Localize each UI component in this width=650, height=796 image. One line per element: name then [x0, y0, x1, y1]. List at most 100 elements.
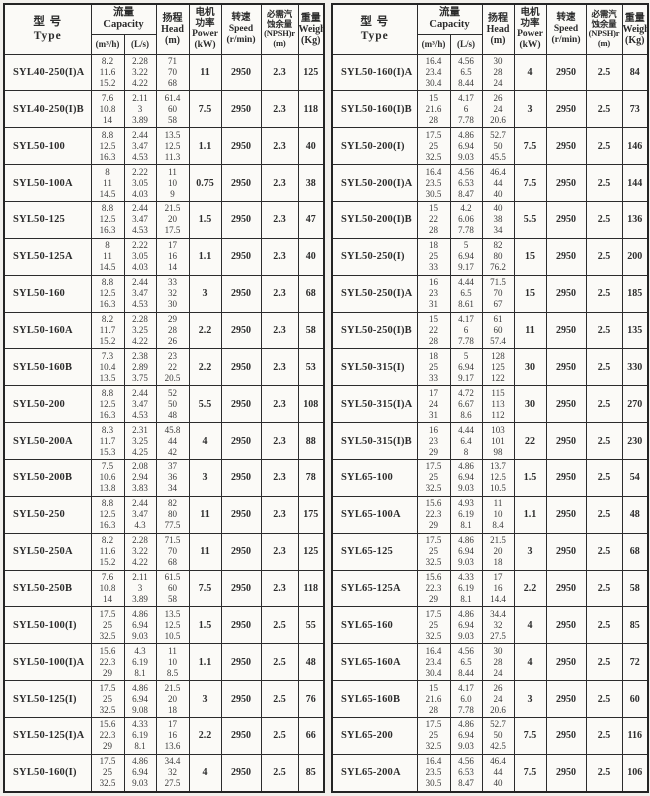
head-cell: 45.8 44 42 — [155, 422, 190, 460]
speed-cell: 2950 — [220, 680, 262, 718]
table-row: SYL50-250B 7.6 10.8 14 2.11 3 3.89 61.5 60 … — [3, 569, 325, 608]
npsh-cell: 2.5 — [585, 716, 623, 755]
head-cell: 52.7 50 42.5 — [481, 716, 515, 755]
capacity-m3h-cell: 8.8 12.5 16.3 — [90, 495, 125, 534]
pump-spec-table-left: 型 号 Type 流量 Capacity 扬程 Head (m) 电机 功率 P… — [3, 3, 325, 793]
speed-cell: 2950 — [545, 569, 587, 608]
capacity-m3h-cell: 7.6 10.8 14 — [90, 90, 125, 129]
type-cell: SYL50-250(I)A — [331, 274, 418, 313]
table-row: SYL50-100(I) 17.5 25 32.5 4.86 6.94 9.03 13… — [3, 606, 325, 645]
power-cell: 3 — [513, 90, 547, 129]
speed-cell: 2950 — [220, 643, 262, 682]
capacity-m3h-cell: 17 24 31 — [416, 385, 451, 424]
npsh-cell: 2.5 — [585, 90, 623, 129]
speed-cell: 2950 — [545, 127, 587, 166]
type-cell: SYL50-160B — [3, 348, 92, 387]
capacity-m3h-cell: 8 11 14.5 — [90, 164, 125, 202]
table-row: SYL50-200(I)B 15 22 28 4.2 6.06 7.78 40 38 … — [331, 200, 649, 239]
npsh-cell: 2.3 — [260, 385, 299, 424]
header-weight: 重量 Weight (Kg) — [297, 3, 325, 55]
npsh-cell: 2.3 — [260, 200, 299, 239]
npsh-cell: 2.3 — [260, 532, 299, 571]
head-cell: 13.5 12.5 11.3 — [155, 127, 190, 166]
capacity-ls-cell: 2.08 2.94 3.83 — [123, 458, 157, 497]
table-row: SYL50-250(I)A 16 23 31 4.44 6.5 8.61 71.5 7… — [331, 274, 649, 313]
head-cell: 128 125 122 — [481, 348, 515, 387]
type-cell: SYL50-250 — [3, 495, 92, 534]
speed-cell: 2950 — [220, 164, 262, 202]
npsh-cell: 2.5 — [585, 200, 623, 239]
weight-cell: 85 — [297, 753, 325, 793]
speed-cell: 2950 — [545, 311, 587, 350]
weight-cell: 47 — [297, 200, 325, 239]
header-unit-m3h: (m³/h) — [416, 33, 451, 55]
table-row: SYL50-315(I) 18 25 33 5 6.94 9.17 128 125 1… — [331, 348, 649, 387]
npsh-cell: 2.5 — [585, 274, 623, 313]
weight-cell: 330 — [621, 348, 649, 387]
npsh-cell: 2.3 — [260, 237, 299, 276]
capacity-m3h-cell: 15.6 22.3 29 — [416, 569, 451, 608]
npsh-cell: 2.5 — [585, 532, 623, 571]
speed-cell: 2950 — [545, 458, 587, 497]
speed-cell: 2950 — [545, 385, 587, 424]
power-cell: 1.5 — [188, 200, 222, 239]
speed-cell: 2950 — [220, 495, 262, 534]
npsh-cell: 2.5 — [585, 53, 623, 92]
head-cell: 13.5 12.5 10.5 — [155, 606, 190, 645]
head-cell: 82 80 76.2 — [481, 237, 515, 276]
npsh-cell: 2.5 — [585, 127, 623, 166]
head-cell: 71 70 68 — [155, 53, 190, 92]
type-cell: SYL50-250(I)B — [331, 311, 418, 350]
npsh-cell: 2.5 — [585, 422, 623, 460]
weight-cell: 48 — [621, 495, 649, 534]
table-row: SYL50-200A 8.3 11.7 15.3 2.31 3.25 4.25 45.… — [3, 422, 325, 460]
capacity-m3h-cell: 16.4 23.5 30.5 — [416, 753, 451, 793]
type-cell: SYL50-200B — [3, 458, 92, 497]
table-row: SYL50-200(I)A 16.4 23.5 30.5 4.56 6.53 8.4… — [331, 164, 649, 202]
head-cell: 37 36 34 — [155, 458, 190, 497]
table-row: SYL65-200A 16.4 23.5 30.5 4.56 6.53 8.47 46… — [331, 753, 649, 793]
capacity-m3h-cell: 15 21.6 28 — [416, 680, 451, 718]
header-head: 扬程 Head (m) — [155, 3, 190, 55]
power-cell: 4 — [513, 643, 547, 682]
power-cell: 2.2 — [513, 569, 547, 608]
power-cell: 11 — [513, 311, 547, 350]
table-row: SYL65-160 17.5 25 32.5 4.86 6.94 9.03 34.4 … — [331, 606, 649, 645]
head-cell: 61 60 57.4 — [481, 311, 515, 350]
speed-cell: 2950 — [220, 311, 262, 350]
capacity-ls-cell: 4.33 6.19 8.1 — [449, 569, 483, 608]
type-cell: SYL50-315(I) — [331, 348, 418, 387]
table-row: SYL50-125(I) 17.5 25 32.5 4.86 6.94 9.08 21… — [3, 680, 325, 718]
capacity-m3h-cell: 16.4 23.4 30.4 — [416, 643, 451, 682]
capacity-ls-cell: 4.33 6.19 8.1 — [123, 716, 157, 755]
power-cell: 3 — [513, 680, 547, 718]
power-cell: 15 — [513, 237, 547, 276]
capacity-m3h-cell: 15 22 28 — [416, 311, 451, 350]
capacity-ls-cell: 4.17 6.0 7.78 — [449, 680, 483, 718]
speed-cell: 2950 — [220, 237, 262, 276]
power-cell: 1.1 — [188, 237, 222, 276]
type-cell: SYL50-200(I) — [331, 127, 418, 166]
capacity-ls-cell: 2.44 3.47 4.53 — [123, 200, 157, 239]
weight-cell: 175 — [297, 495, 325, 534]
head-cell: 17 16 13.6 — [155, 716, 190, 755]
capacity-ls-cell: 4.56 6.53 8.47 — [449, 164, 483, 202]
capacity-ls-cell: 4.56 6.53 8.47 — [449, 753, 483, 793]
head-cell: 13.7 12.5 10.5 — [481, 458, 515, 497]
head-cell: 34.4 32 27.5 — [481, 606, 515, 645]
table-row: SYL50-200B 7.5 10.6 13.8 2.08 2.94 3.83 37 … — [3, 458, 325, 497]
capacity-m3h-cell: 8.8 12.5 16.3 — [90, 274, 125, 313]
capacity-m3h-cell: 17.5 25 32.5 — [90, 606, 125, 645]
type-cell: SYL65-200 — [331, 716, 418, 755]
capacity-ls-cell: 4.86 6.94 9.03 — [123, 753, 157, 793]
head-cell: 61.5 60 58 — [155, 569, 190, 608]
capacity-ls-cell: 4.44 6.5 8.61 — [449, 274, 483, 313]
table-row: SYL50-160(I)A 16.4 23.4 30.4 4.56 6.5 8.44… — [331, 53, 649, 92]
head-cell: 46.4 44 40 — [481, 753, 515, 793]
capacity-m3h-cell: 8.2 11.6 15.2 — [90, 53, 125, 92]
npsh-cell: 2.5 — [260, 680, 299, 718]
speed-cell: 2950 — [220, 532, 262, 571]
table-row: SYL50-250A 8.2 11.6 15.2 2.28 3.22 4.22 71.… — [3, 532, 325, 571]
power-cell: 15 — [513, 274, 547, 313]
